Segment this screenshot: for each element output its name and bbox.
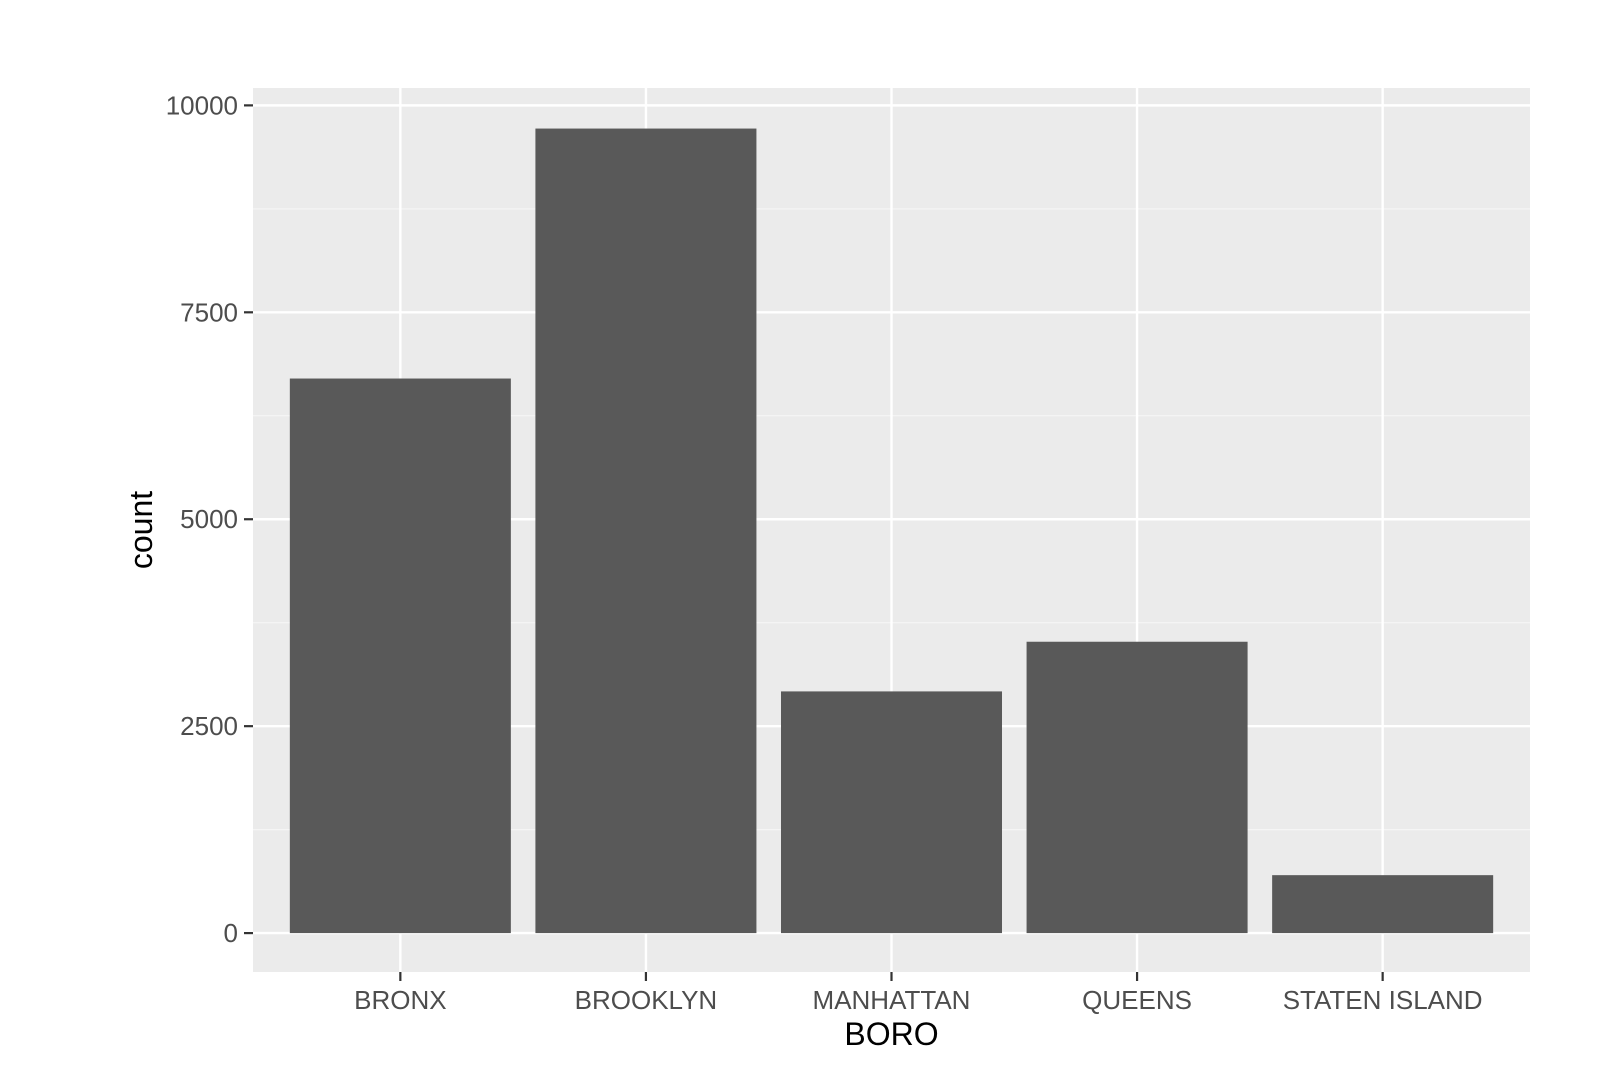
- y-tick-label: 10000: [166, 90, 238, 120]
- x-tick-label: MANHATTAN: [813, 985, 971, 1015]
- x-axis-title: BORO: [844, 1016, 938, 1052]
- bar-queens: [1026, 641, 1248, 934]
- x-tick-label: BROOKLYN: [575, 985, 718, 1015]
- bar-bronx: [289, 378, 511, 934]
- y-tick-label: 5000: [180, 504, 238, 534]
- y-tick-label: 7500: [180, 297, 238, 327]
- x-tick-label: BRONX: [354, 985, 446, 1015]
- bars: [289, 128, 1494, 934]
- x-axis: BRONX BROOKLYN MANHATTAN QUEENS STATEN ISLAN…: [354, 972, 1483, 1015]
- y-axis: 0 2500 5000 7500 10000: [166, 90, 253, 948]
- y-tick-label: 2500: [180, 711, 238, 741]
- y-axis-title: count: [123, 491, 159, 569]
- bar-staten-island: [1272, 875, 1494, 934]
- y-tick-label: 0: [224, 918, 238, 948]
- bar-brooklyn: [535, 128, 757, 934]
- x-tick-label: STATEN ISLAND: [1283, 985, 1483, 1015]
- bar-manhattan: [780, 691, 1003, 934]
- x-tick-label: QUEENS: [1082, 985, 1192, 1015]
